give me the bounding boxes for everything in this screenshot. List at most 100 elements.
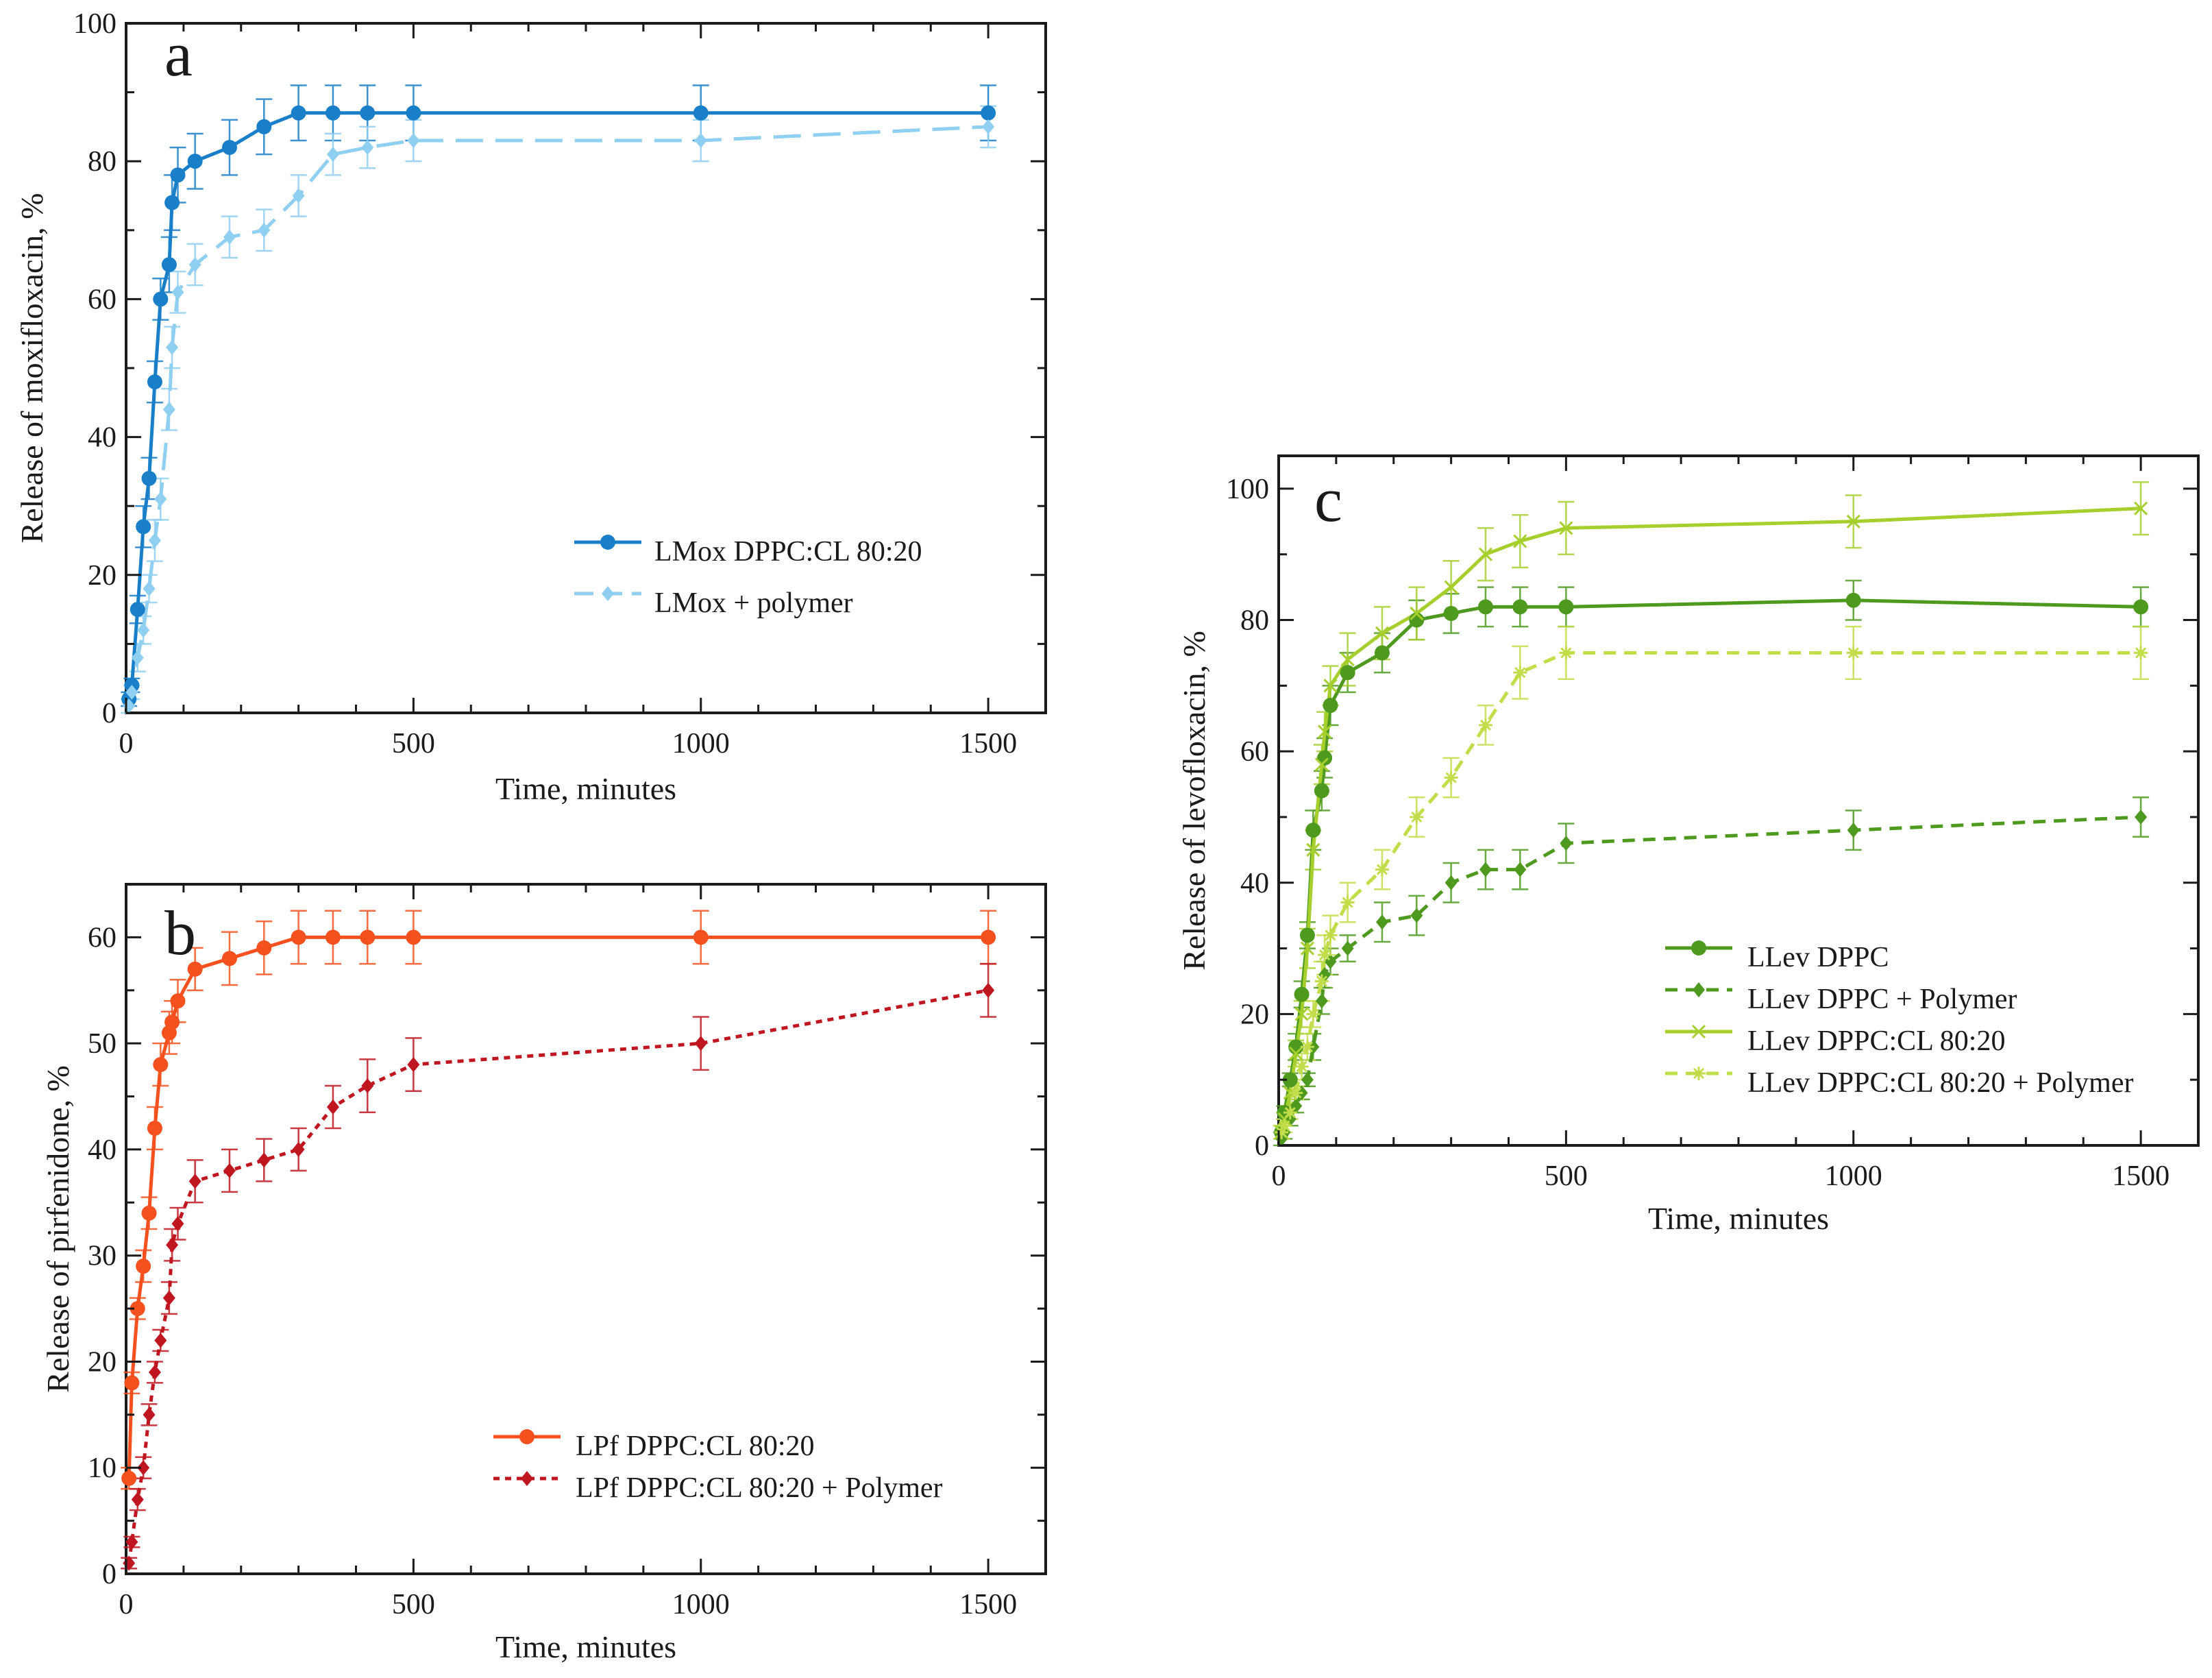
- data-point: [136, 519, 151, 535]
- legend-a: LMox DPPC:CL 80:20 LMox + polymer: [574, 535, 922, 619]
- data-point: [2135, 809, 2148, 825]
- y-tick-label: 30: [88, 1241, 116, 1272]
- legend-label-b-0: LPf DPPC:CL 80:20: [576, 1431, 815, 1462]
- data-point: [130, 602, 145, 618]
- y-tick-label: 20: [1240, 999, 1269, 1030]
- data-point: [1846, 514, 1860, 528]
- x-axis-title-b: Time, minutes: [495, 1629, 676, 1664]
- data-point: [188, 1174, 201, 1189]
- data-point: [1300, 1040, 1314, 1054]
- data-point: [187, 154, 203, 169]
- data-point: [1513, 666, 1527, 680]
- data-point: [693, 105, 709, 121]
- legend-label-b-1: LPf DPPC:CL 80:20 + Polymer: [576, 1472, 943, 1504]
- data-point: [121, 1470, 137, 1486]
- data-point: [124, 1375, 140, 1391]
- x-tick-label: 1500: [959, 1589, 1017, 1620]
- legend-marker: [1691, 940, 1706, 956]
- data-point: [1323, 679, 1338, 693]
- data-point: [1374, 645, 1390, 661]
- data-point: [221, 951, 237, 966]
- data-point: [292, 188, 305, 204]
- data-point: [141, 1205, 157, 1221]
- data-point: [407, 1057, 420, 1073]
- series-line-0: [127, 935, 989, 1479]
- data-point: [1294, 1007, 1309, 1021]
- data-point: [1559, 521, 1573, 535]
- y-axis-title-a: Release of moxifloxacin, %: [14, 193, 49, 544]
- y-axis-title-c: Release of levofloxacin, %: [1177, 631, 1212, 971]
- legend-b: LPf DPPC:CL 80:20 LPf DPPC:CL 80:20 + Po…: [493, 1429, 943, 1504]
- data-point: [221, 140, 237, 156]
- data-point: [982, 982, 995, 998]
- legend-entry-c-0: [1665, 940, 1732, 956]
- data-point: [170, 993, 186, 1009]
- panel-a: 0 500 1000 1500 0 20 40 60 80 100 a Time, minutes…: [14, 8, 1047, 806]
- data-point: [148, 1364, 161, 1380]
- x-tick-label: 0: [1272, 1160, 1286, 1192]
- data-point: [361, 140, 374, 156]
- data-point: [407, 133, 420, 149]
- data-point: [137, 1460, 150, 1476]
- data-point: [1479, 862, 1492, 877]
- data-point: [147, 374, 162, 390]
- data-point: [693, 929, 709, 945]
- data-point: [1559, 646, 1573, 660]
- data-point: [154, 491, 167, 507]
- data-point: [1478, 718, 1492, 732]
- data-point: [326, 147, 339, 162]
- panel-letter-a: a: [164, 19, 193, 89]
- y-tick-label: 80: [1240, 605, 1269, 637]
- x-tick-label: 500: [392, 728, 435, 759]
- data-point: [326, 1099, 339, 1115]
- data-point: [1410, 606, 1424, 621]
- data-point: [1289, 1086, 1303, 1100]
- data-point: [125, 684, 138, 700]
- series-line-0: [1279, 598, 2141, 1133]
- legend-entry-b-1: [493, 1471, 561, 1486]
- data-point: [1443, 605, 1459, 621]
- data-point: [1845, 592, 1861, 608]
- data-point: [292, 1141, 305, 1157]
- series-line-3: [1279, 650, 2141, 1133]
- y-tick-label: 40: [1240, 868, 1269, 899]
- data-point: [2134, 646, 2148, 660]
- legend-c: LLev DPPC LLev DPPC + Polymer LLev DPPC:…: [1665, 940, 2133, 1099]
- data-point: [141, 470, 157, 486]
- data-point: [325, 105, 341, 121]
- data-point: [1340, 895, 1355, 910]
- x-tick-label: 0: [119, 1589, 134, 1620]
- y-tick-label: 50: [88, 1028, 116, 1060]
- data-point: [1477, 599, 1493, 615]
- data-point: [1275, 1125, 1289, 1139]
- data-point: [406, 929, 421, 945]
- data-point: [1323, 698, 1338, 714]
- data-point: [1314, 974, 1329, 988]
- data-point: [1410, 908, 1423, 923]
- data-point: [1375, 626, 1390, 640]
- x-tick-label: 0: [119, 728, 134, 759]
- x-tick-label: 500: [1545, 1160, 1588, 1192]
- data-point: [361, 1078, 374, 1094]
- data-point: [981, 929, 996, 945]
- data-point: [694, 1036, 707, 1051]
- series-line-0: [127, 111, 989, 700]
- x-tick-label: 1000: [672, 1589, 730, 1620]
- legend-entry-a-1: [574, 586, 641, 601]
- legend-entry-a-0: [574, 535, 641, 550]
- panel-c: 0 500 1000 1500 0 20 40 60 80 100 c Time, minutes…: [1177, 454, 2200, 1236]
- legend-marker: [1691, 1024, 1706, 1039]
- data-point: [164, 195, 180, 210]
- y-axis-title-b: Release of pirfenidone, %: [40, 1065, 75, 1393]
- data-point: [1846, 646, 1860, 660]
- panel-letter-c: c: [1314, 465, 1342, 535]
- legend-marker: [519, 1429, 534, 1444]
- panel-b: 0 500 1000 1500 0 10 20 30 40 50 60 b Time, minute…: [40, 883, 1047, 1664]
- data-point: [1314, 757, 1329, 772]
- data-point: [1478, 547, 1493, 561]
- data-point: [162, 1290, 175, 1306]
- data-point: [360, 105, 376, 121]
- data-point: [1513, 534, 1527, 548]
- y-tick-label: 100: [73, 8, 116, 40]
